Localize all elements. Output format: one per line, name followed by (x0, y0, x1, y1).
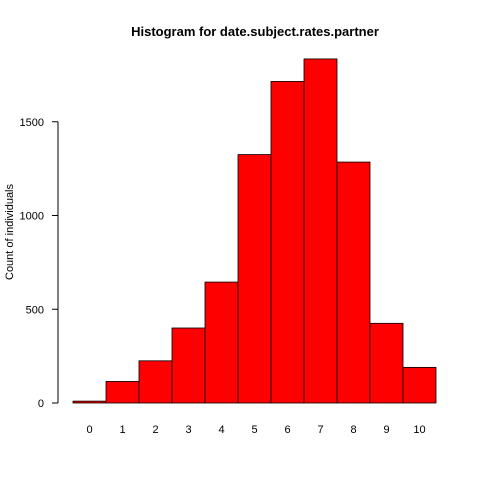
y-tick-label-1000: 1000 (20, 211, 44, 223)
y-tick-label-0: 0 (38, 398, 44, 410)
bar-6 (270, 81, 305, 404)
y-axis-label: Count of individuals (4, 184, 16, 281)
bar-3 (171, 327, 206, 404)
x-tick-label-4: 4 (218, 424, 224, 436)
bar-1 (105, 381, 140, 404)
x-tick-label-3: 3 (185, 424, 191, 436)
x-tick-label-5: 5 (251, 424, 257, 436)
x-tick-label-8: 8 (350, 424, 356, 436)
y-axis: 0 500 1000 1500 (20, 117, 59, 410)
bars-group (72, 58, 437, 404)
x-tick-label-1: 1 (119, 424, 125, 436)
bar-2 (138, 360, 173, 404)
x-tick-label-2: 2 (152, 424, 158, 436)
x-tick-label-0: 0 (86, 424, 92, 436)
x-tick-label-7: 7 (317, 424, 323, 436)
chart-title: Histogram for date.subject.rates.partner (131, 24, 379, 39)
bar-7 (303, 58, 338, 404)
bar-0 (72, 400, 107, 404)
bar-5 (237, 154, 272, 404)
bar-9 (369, 322, 404, 404)
y-tick-label-1500: 1500 (20, 117, 44, 129)
x-tick-label-10: 10 (413, 424, 425, 436)
x-tick-label-9: 9 (383, 424, 389, 436)
x-tick-label-6: 6 (284, 424, 290, 436)
bar-8 (336, 161, 371, 404)
bar-10 (402, 366, 437, 404)
bar-4 (204, 281, 239, 404)
y-tick-label-500: 500 (26, 304, 44, 316)
x-tick-labels: 0 1 2 3 4 5 6 7 8 9 10 (86, 424, 425, 436)
